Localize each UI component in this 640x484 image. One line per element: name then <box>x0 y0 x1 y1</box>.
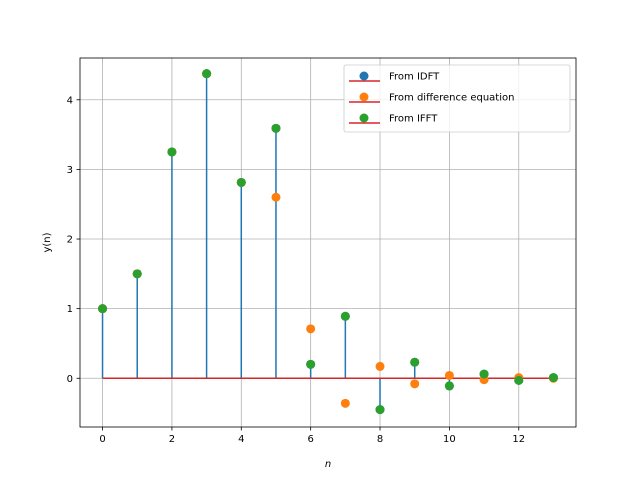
marker-series-3 <box>479 369 489 379</box>
x-tick-label: 2 <box>169 434 175 445</box>
marker-series-2 <box>444 370 454 380</box>
marker-series-2 <box>410 379 420 389</box>
legend-label: From IDFT <box>389 72 440 83</box>
x-axis-label: n <box>325 459 331 470</box>
marker-series-3 <box>98 304 108 314</box>
data-markers <box>98 69 558 415</box>
legend-label: From difference equation <box>389 93 514 104</box>
x-tick-label: 6 <box>307 434 313 445</box>
x-tick-label: 4 <box>238 434 244 445</box>
marker-series-3 <box>271 123 281 133</box>
x-tick-label: 0 <box>99 434 105 445</box>
marker-series-2 <box>306 324 316 334</box>
x-tick-label: 10 <box>443 434 456 445</box>
marker-series-3 <box>340 311 350 321</box>
marker-series-3 <box>375 405 385 415</box>
marker-series-3 <box>514 375 524 385</box>
marker-series-2 <box>340 398 350 408</box>
marker-series-2 <box>375 361 385 371</box>
marker-series-3 <box>132 269 142 279</box>
marker-series-2 <box>271 192 281 202</box>
legend-label: From IFFT <box>389 114 438 125</box>
marker-series-3 <box>548 373 558 383</box>
marker-series-3 <box>202 69 212 79</box>
y-tick-label: 3 <box>67 165 73 176</box>
legend-marker <box>359 71 369 81</box>
legend-marker <box>359 92 369 102</box>
y-tick-label: 1 <box>67 304 73 315</box>
marker-series-3 <box>444 381 454 391</box>
y-tick-label: 0 <box>67 374 73 385</box>
marker-series-3 <box>410 357 420 367</box>
legend-box <box>343 64 571 133</box>
y-tick-label: 4 <box>67 95 73 106</box>
marker-series-3 <box>306 359 316 369</box>
marker-series-3 <box>236 177 246 187</box>
marker-series-3 <box>167 147 177 157</box>
plot-frame <box>79 57 577 428</box>
stem-lines <box>101 73 555 410</box>
legend: From IDFT From difference equation From IF… <box>343 64 571 133</box>
x-tick-label: 8 <box>377 434 383 445</box>
y-axis-label: y(n) <box>42 232 53 252</box>
legend-marker <box>359 113 369 123</box>
x-tick-label: 12 <box>512 434 525 445</box>
y-tick-label: 2 <box>67 235 73 246</box>
